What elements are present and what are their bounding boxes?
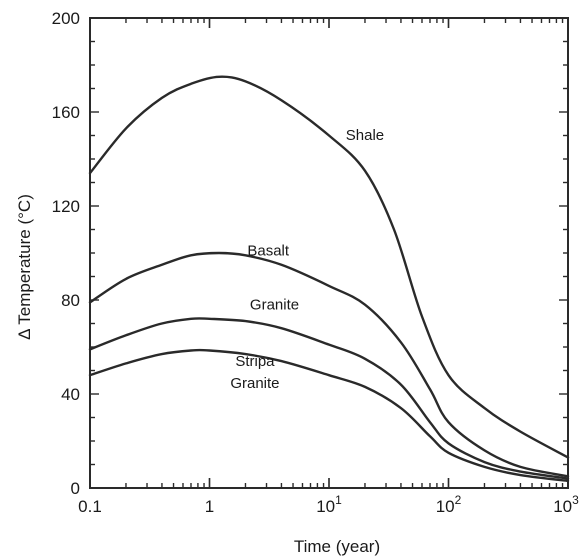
curve-shale: [88, 75, 570, 459]
curve-label-granite: Granite: [250, 296, 299, 313]
x-tick-label-exponent: 2: [455, 493, 462, 507]
curve-labels-layer: Shale Basalt Granite Stripa Granite: [230, 127, 384, 392]
y-tick-label: 200: [52, 9, 80, 28]
curve-label-line: Stripa: [235, 353, 275, 370]
y-tick-label: 0: [71, 479, 80, 498]
x-tick-label-base: 10: [553, 497, 572, 516]
x-tick-label: 103: [553, 493, 579, 516]
curve-label-line: Shale: [346, 127, 384, 144]
x-tick-label: 102: [436, 493, 462, 516]
plot-frame: [89, 17, 569, 489]
curves-layer: [88, 75, 570, 483]
y-tick-label: 80: [61, 291, 80, 310]
curve-basalt: [88, 251, 570, 478]
curve-stripa-granite: [88, 348, 570, 483]
curve-label-stripa-granite: Stripa Granite: [230, 353, 279, 392]
x-tick-label-exponent: 1: [335, 493, 342, 507]
curve-label-line: Granite: [250, 296, 299, 313]
x-tick-label-exponent: 3: [572, 493, 579, 507]
y-tick-label: 120: [52, 197, 80, 216]
curve-label-basalt: Basalt: [247, 242, 290, 259]
x-axis-label: Time (year): [294, 537, 380, 556]
y-tick-label: 160: [52, 103, 80, 122]
x-tick-label: 101: [316, 493, 342, 516]
y-tick-label: 40: [61, 385, 80, 404]
x-tick-label: 0.1: [78, 497, 102, 516]
curve-granite: [88, 317, 570, 480]
x-tick-label: 1: [205, 497, 214, 516]
curve-label-line: Granite: [230, 375, 279, 392]
curve-label-shale: Shale: [346, 127, 384, 144]
y-axis-label: Δ Temperature (°C): [15, 194, 34, 340]
x-tick-label-base: 10: [436, 497, 455, 516]
curve-label-line: Basalt: [247, 242, 290, 259]
x-tick-label-base: 10: [316, 497, 335, 516]
